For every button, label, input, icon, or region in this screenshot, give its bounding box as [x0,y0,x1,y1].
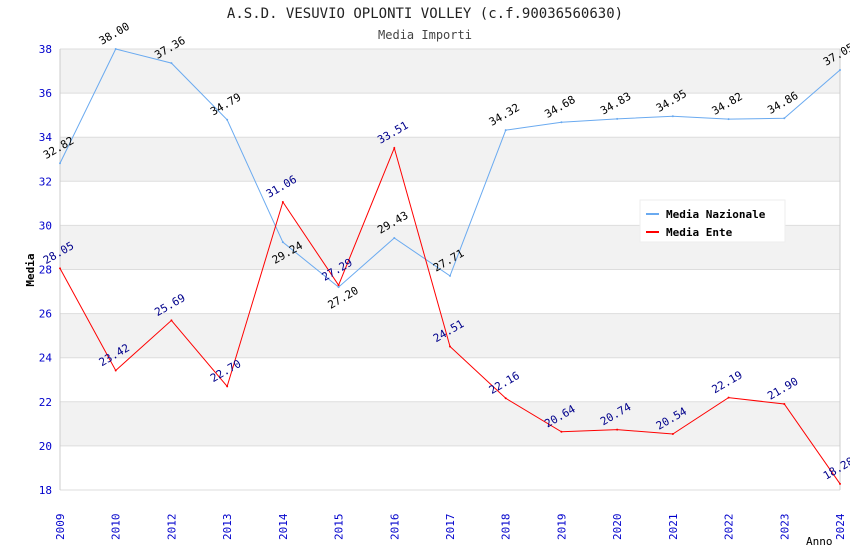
x-tick-label: 2023 [778,514,791,541]
data-point [616,117,619,120]
data-point [114,48,117,50]
data-point [226,118,229,121]
x-tick-label: 2020 [611,514,624,541]
y-tick-label: 18 [39,484,52,497]
data-point [449,345,451,348]
y-tick-label: 28 [39,264,52,277]
x-tick-label: 2015 [333,514,346,541]
chart-subtitle: Media Importi [378,28,472,42]
data-point [337,284,340,287]
data-point [783,403,786,406]
data-point [170,62,173,65]
data-point [281,241,284,244]
data-label: 34.32 [487,101,522,129]
data-point [59,267,61,270]
grid-band [60,49,840,94]
data-label: 34.79 [208,91,243,119]
x-tick-label: 2012 [165,514,178,541]
data-label: 34.68 [542,93,577,121]
y-tick-label: 38 [39,43,52,56]
grid-band [60,313,840,358]
data-point [393,147,396,150]
y-tick-label: 20 [39,440,52,453]
data-point [449,274,451,277]
x-tick-label: 2024 [834,513,847,540]
y-tick-label: 26 [39,308,52,321]
grid-band [60,401,840,446]
data-point [671,115,674,118]
data-point [783,117,786,120]
data-point [839,482,841,485]
data-label: 34.83 [598,90,633,118]
data-point [504,397,507,400]
data-point [114,369,117,372]
data-point [727,118,730,121]
y-tick-label: 34 [39,131,53,144]
x-tick-label: 2022 [723,514,736,541]
data-label: 21.90 [765,375,800,403]
x-tick-label: 2018 [500,514,513,541]
data-point [170,319,173,322]
data-point [727,396,730,399]
chart-title: A.S.D. VESUVIO OPLONTI VOLLEY (c.f.90036… [227,6,623,22]
data-point [560,430,563,433]
data-point [504,129,507,132]
data-point [281,201,284,204]
x-tick-label: 2013 [221,514,234,541]
legend-label: Media Ente [666,226,733,239]
data-point [337,286,340,289]
data-label: 38.00 [97,20,132,48]
x-tick-label: 2014 [277,513,290,540]
x-tick-label: 2009 [54,514,67,541]
data-point [226,385,229,388]
data-label: 22.19 [710,368,745,396]
y-tick-label: 30 [39,219,52,232]
data-label: 22.16 [487,369,522,397]
x-axis-label: Anno [806,535,833,548]
x-tick-label: 2010 [110,514,123,541]
data-point [839,68,841,71]
data-point [59,162,61,165]
x-tick-label: 2016 [388,514,401,541]
data-label: 22.70 [208,357,243,385]
x-tick-label: 2017 [444,514,457,541]
y-tick-label: 36 [39,87,52,100]
x-tick-label: 2019 [555,514,568,541]
legend-label: Media Nazionale [666,208,766,221]
x-tick-label: 2021 [667,514,680,541]
y-tick-label: 32 [39,175,52,188]
legend: Media Nazionale Media Ente [639,199,786,243]
data-label: 27.20 [326,284,361,312]
data-label: 34.82 [710,90,745,118]
data-point [560,121,563,124]
grid-band [60,137,840,182]
data-point [393,236,396,239]
y-axis-label: Media [24,253,37,286]
data-point [671,432,674,435]
y-tick-label: 22 [39,396,52,409]
y-tick-label: 24 [39,352,53,365]
data-point [616,428,619,431]
